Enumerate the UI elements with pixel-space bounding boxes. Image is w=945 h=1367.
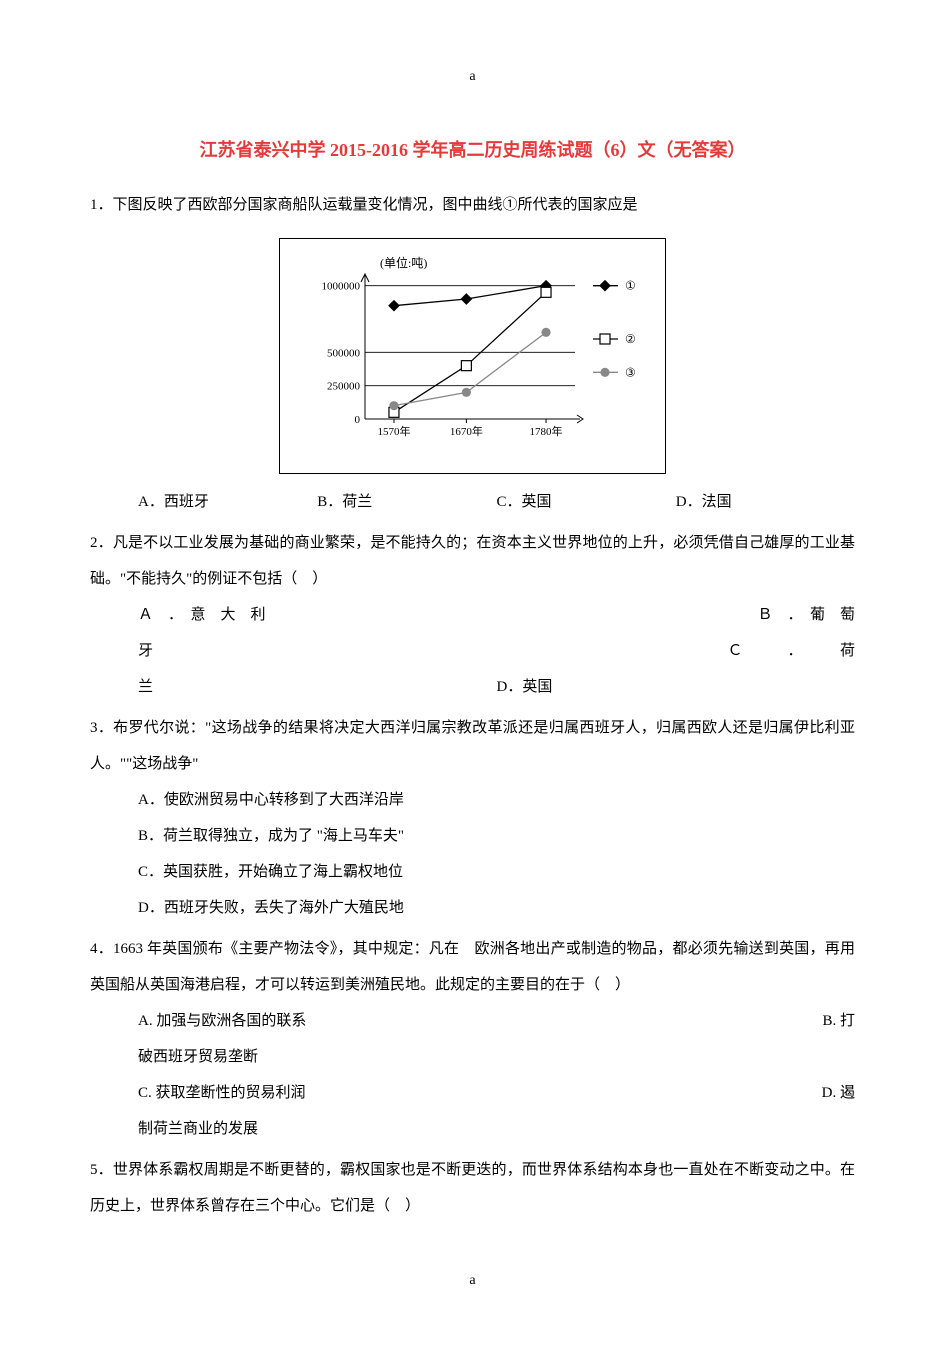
svg-text:1000000: 1000000 [322, 280, 361, 292]
svg-text:(单位:吨): (单位:吨) [380, 255, 427, 270]
q2-opt-d: D．英国 [497, 669, 856, 705]
question-4: 4．1663 年英国颁布《主要产物法令》，其中规定：凡在 欧洲各地出产或制造的物… [90, 931, 855, 1147]
q1-option-b: B．荷兰 [317, 484, 496, 520]
chart-svg: (单位:吨) 1000000 500000 250000 0 1570年 1670年 1780… [290, 249, 650, 449]
question-5: 5．世界体系霸权周期是不断更替的，霸权国家也是不断更迭的，而世界体系结构本身也一… [90, 1152, 855, 1224]
q1-text: 1．下图反映了西欧部分国家商船队运载量变化情况，图中曲线①所代表的国家应是 [90, 187, 855, 223]
q3-number: 3． [90, 720, 113, 736]
q1-chart-wrapper: (单位:吨) 1000000 500000 250000 0 1570年 1670年 1780… [90, 238, 855, 474]
q2-options: Ａ ． 意 大 利 Ｂ ． 葡 萄 牙 Ｃ ． 荷 兰 D．英国 [90, 597, 855, 705]
question-2: 2．凡是不以工业发展为基础的商业繁荣，是不能持久的；在资本主义世界地位的上升，必… [90, 525, 855, 705]
svg-text:1670年: 1670年 [450, 424, 483, 438]
q3-option-c: C．英国获胜，开始确立了海上霸权地位 [90, 854, 855, 890]
q2-opt-a: Ａ ． 意 大 利 [138, 597, 266, 633]
q4-option-d-part1: D. 遏 [822, 1075, 855, 1111]
q4-option-c: C. 获取垄断性的贸易利润 [138, 1085, 306, 1101]
q5-number: 5． [90, 1162, 113, 1178]
q3-text: 3．布罗代尔说："这场战争的结果将决定大西洋归属宗教改革派还是归属西班牙人，归属… [90, 710, 855, 782]
q2-text: 2．凡是不以工业发展为基础的商业繁荣，是不能持久的；在资本主义世界地位的上升，必… [90, 525, 855, 597]
question-1: 1．下图反映了西欧部分国家商船队运载量变化情况，图中曲线①所代表的国家应是 (单… [90, 187, 855, 520]
question-3: 3．布罗代尔说："这场战争的结果将决定大西洋归属宗教改革派还是归属西班牙人，归属… [90, 710, 855, 926]
q1-option-d: D．法国 [676, 484, 855, 520]
q2-opt-c-part2: 兰 [138, 669, 497, 705]
q2-opt-b-part2: 牙 [138, 633, 153, 669]
svg-text:500000: 500000 [327, 347, 361, 359]
q3-option-b: B．荷兰取得独立，成为了 "海上马车夫" [90, 818, 855, 854]
svg-text:1570年: 1570年 [377, 424, 410, 438]
q3-option-a: A．使欧洲贸易中心转移到了大西洋沿岸 [90, 782, 855, 818]
q4-number: 4． [90, 941, 113, 957]
svg-text:②: ② [625, 332, 636, 346]
q1-option-a: A．西班牙 [138, 484, 317, 520]
svg-text:0: 0 [355, 414, 361, 426]
svg-text:250000: 250000 [327, 380, 361, 392]
document-title: 江苏省泰兴中学 2015-2016 学年高二历史周练试题（6）文（无答案） [90, 129, 855, 172]
svg-text:1780年: 1780年 [530, 424, 563, 438]
page-header-marker: a [90, 60, 855, 94]
q2-opt-b-part1: Ｂ ． 葡 萄 [757, 597, 855, 633]
q5-text: 5．世界体系霸权周期是不断更替的，霸权国家也是不断更迭的，而世界体系结构本身也一… [90, 1152, 855, 1224]
q3-option-d: D．西班牙失败，丢失了海外广大殖民地 [90, 890, 855, 926]
q4-option-b-part1: B. 打 [822, 1003, 855, 1039]
q4-option-d-part2: 制荷兰商业的发展 [138, 1111, 855, 1147]
q2-opt-c-part1: Ｃ ． 荷 [727, 633, 855, 669]
q1-chart: (单位:吨) 1000000 500000 250000 0 1570年 1670年 1780… [279, 238, 666, 474]
svg-text:①: ① [625, 278, 636, 292]
q1-options: A．西班牙 B．荷兰 C．英国 D．法国 [90, 484, 855, 520]
q4-text: 4．1663 年英国颁布《主要产物法令》，其中规定：凡在 欧洲各地出产或制造的物… [90, 931, 855, 1003]
q1-number: 1． [90, 197, 113, 213]
q1-option-c: C．英国 [497, 484, 676, 520]
svg-text:③: ③ [625, 365, 636, 379]
q2-number: 2． [90, 535, 113, 551]
q4-options: A. 加强与欧洲各国的联系 B. 打 破西班牙贸易垄断 C. 获取垄断性的贸易利… [90, 1003, 855, 1147]
page-footer-marker: a [90, 1264, 855, 1298]
q4-option-b-part2: 破西班牙贸易垄断 [138, 1039, 855, 1075]
q4-option-a: A. 加强与欧洲各国的联系 [138, 1013, 306, 1029]
